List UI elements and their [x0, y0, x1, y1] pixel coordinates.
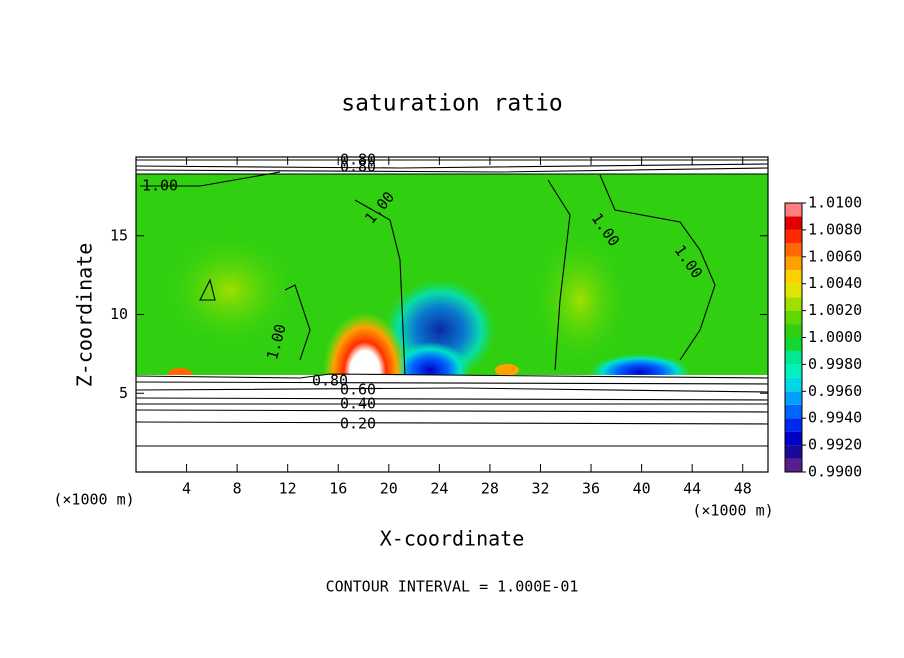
colorbar-bin [785, 458, 802, 472]
contour-line [140, 171, 716, 376]
colorbar-tick-label: 1.0100 [808, 194, 862, 212]
colorbar-bin [785, 431, 802, 446]
field-region [530, 230, 630, 370]
x-tick-label: 32 [531, 480, 549, 498]
colorbar-bin [785, 404, 802, 419]
colorbar-bin [785, 310, 802, 325]
x-tick-label: 48 [734, 480, 752, 498]
colorbar-tick-label: 0.9960 [808, 382, 862, 400]
contour-label: 0.80 [312, 372, 348, 390]
x-tick-label: 8 [233, 480, 242, 498]
x-tick-label: 4 [182, 480, 191, 498]
colorbar-tick-label: 0.9980 [808, 355, 862, 373]
colorbar-bin [785, 243, 802, 257]
colorbar-tick-label: 0.9940 [808, 409, 862, 427]
colorbar-bin [785, 283, 802, 298]
x-tick-label: 12 [279, 480, 297, 498]
contour-line [136, 373, 768, 447]
y-tick-label: 10 [110, 305, 128, 323]
colorbar-bin [785, 229, 802, 244]
x-tick-label: 16 [329, 480, 347, 498]
x-tick-label: 24 [430, 480, 448, 498]
chart-title: saturation ratio [341, 91, 563, 117]
contour-label: 0.40 [340, 395, 376, 413]
x-tick-label: 44 [683, 480, 701, 498]
colorbar-bin [785, 418, 802, 432]
colorbar-tick-label: 1.0080 [808, 220, 862, 238]
colorbar-bin [785, 445, 802, 459]
contour-label: 0.20 [340, 415, 376, 433]
colorbar-bin [785, 324, 802, 338]
footer: CONTOUR INTERVAL = 1.000E-01 [326, 578, 579, 596]
y-tick-label: 5 [119, 384, 128, 402]
x-axis-label: X-coordinate [380, 527, 525, 551]
contour-label: 0.80 [340, 151, 376, 169]
colorbar-tick-label: 1.0000 [808, 328, 862, 346]
contour-line [136, 159, 768, 175]
colorbar-bin [785, 270, 802, 284]
contour-label: 1.00 [142, 177, 178, 195]
colorbar-tick-label: 0.9900 [808, 463, 862, 481]
field [136, 157, 768, 472]
colorbar-bin [785, 364, 802, 378]
contour-label: 0.80 [340, 158, 376, 176]
colorbar-bin [785, 377, 802, 392]
field-region [495, 364, 519, 376]
colorbar-bin [785, 256, 802, 271]
y-axis-label: Z-coordinate [73, 243, 97, 388]
colorbar-bin [785, 297, 802, 311]
colorbar-bin [785, 216, 802, 230]
x-tick-label: 36 [582, 480, 600, 498]
x-unit: (×1000 m) [692, 502, 773, 520]
colorbar-tick-label: 1.0060 [808, 247, 862, 265]
colorbar-bin [785, 391, 802, 405]
contour-label: 0.60 [340, 381, 376, 399]
x-tick-label: 40 [633, 480, 651, 498]
field-above [136, 157, 768, 174]
colorbar-tick-label: 1.0020 [808, 301, 862, 319]
colorbar-tick-label: 0.9920 [808, 436, 862, 454]
field-region [160, 230, 300, 350]
colorbar-bin [785, 337, 802, 351]
colorbar-bin [785, 203, 802, 217]
y-tick-label: 15 [110, 226, 128, 244]
x-tick-label: 28 [481, 480, 499, 498]
colorbar-tick-label: 1.0040 [808, 274, 862, 292]
colorbar-bin [785, 350, 802, 365]
x-tick-label: 20 [380, 480, 398, 498]
x-unit: (×1000 m) [53, 491, 134, 509]
